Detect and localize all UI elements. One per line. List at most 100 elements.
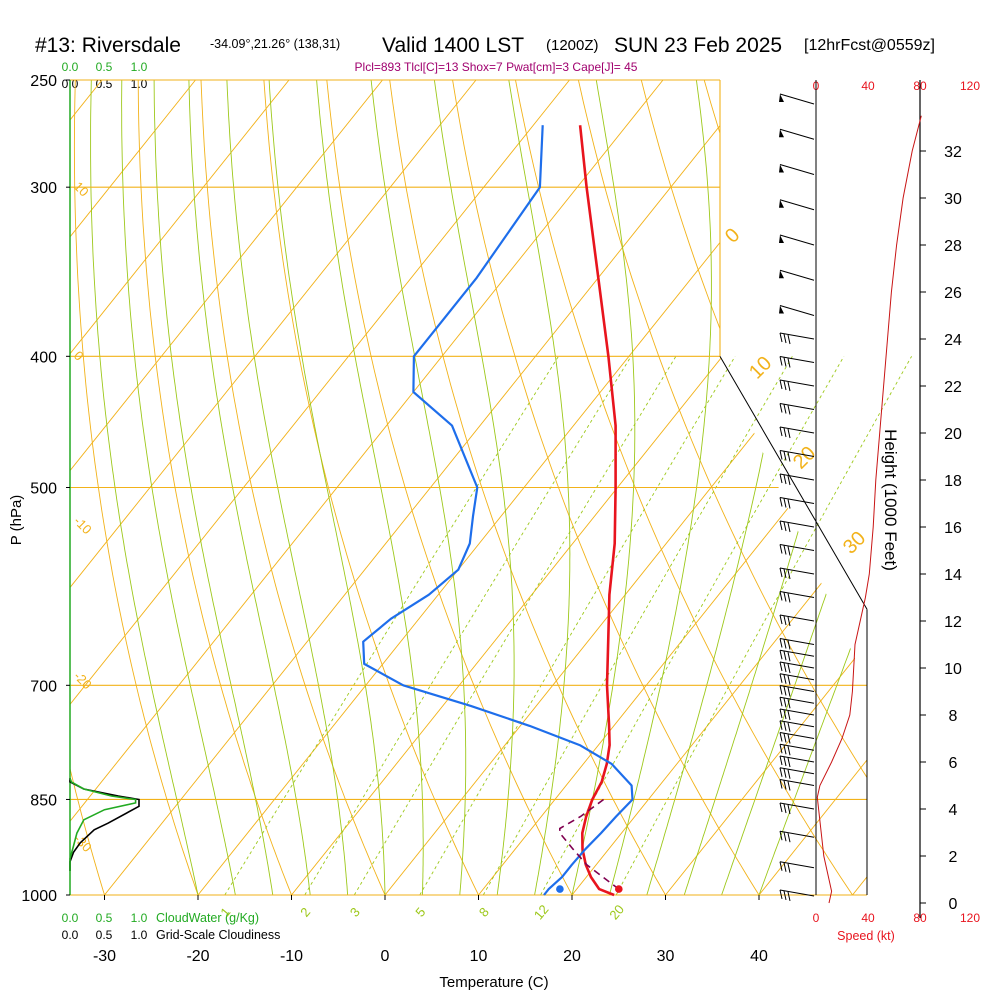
wind-barb-staff <box>779 755 815 763</box>
temperature-tick-label: -20 <box>186 948 209 965</box>
cloudiness-line <box>69 778 140 871</box>
moist-adiabat-line <box>188 80 311 895</box>
wind-barb-feather <box>783 451 787 461</box>
height-tick-label: 16 <box>944 520 962 537</box>
isotherm-line <box>70 80 383 895</box>
wind-barb-staff <box>779 332 815 340</box>
wind-barb-staff <box>779 802 815 810</box>
wind-barb-flag <box>779 235 784 243</box>
pressure-tick-label: 500 <box>30 481 57 498</box>
wind-barb-feather <box>779 591 783 601</box>
height-tick-label: 14 <box>944 567 962 584</box>
wind-barb-feather <box>787 804 791 815</box>
wind-barb-staff <box>779 767 815 775</box>
wind-barb <box>779 649 815 662</box>
wind-barb-staff <box>779 720 815 728</box>
wind-barb <box>779 332 815 345</box>
y-axis-label: P (hPa) <box>8 495 25 546</box>
wind-barb <box>779 696 815 709</box>
x-axis-label: Temperature (C) <box>439 974 548 991</box>
moist-adiabat-line <box>608 80 712 895</box>
wind-barb-feather <box>783 498 787 508</box>
wind-barb <box>779 743 815 756</box>
wind-barb-staff <box>779 567 815 575</box>
moist-adiabat-line <box>268 80 386 895</box>
mixing-ratio-label: 2 <box>297 905 313 920</box>
cloud-water-tick: 1.0 <box>131 60 148 74</box>
wind-barb-feather <box>783 733 787 743</box>
cloudiness-scale-top: 0.0 0.5 1.0 <box>62 77 148 91</box>
wind-barb-feather <box>779 732 783 742</box>
speed-scale-top: 0 40 80 120 <box>813 79 981 93</box>
wind-barb <box>779 473 815 486</box>
height-tick-label: 8 <box>949 708 958 725</box>
wind-barb-feather <box>783 427 787 438</box>
wind-barb-feather <box>783 545 787 555</box>
wind-barb-feather <box>783 651 787 661</box>
wind-barb <box>779 269 815 281</box>
isotherm-label: 0 <box>721 224 744 247</box>
wind-barb-feather <box>779 403 783 413</box>
wind-barb-feather <box>783 745 787 755</box>
wind-speed-line <box>816 115 922 904</box>
location-coords: -34.09°,21.26° (138,31) <box>210 37 340 51</box>
wind-barb <box>779 779 815 791</box>
wind-barb-feather <box>779 861 783 871</box>
wind-barb <box>779 128 815 140</box>
wind-barb <box>779 614 815 627</box>
wind-barb-staff <box>779 544 815 551</box>
wind-barb-staff <box>779 661 815 669</box>
dry-adiabat-line <box>263 80 479 895</box>
cloud-water-tick: 0.5 <box>96 911 113 925</box>
wind-barb-feather <box>779 889 783 900</box>
wind-barb-feather <box>787 640 791 650</box>
dry-adiabat-line <box>326 80 573 895</box>
dry-adiabat-line <box>73 80 199 895</box>
isotherm-label: 10 <box>71 179 92 200</box>
wind-barb <box>779 661 815 674</box>
cloudiness-tick: 1.0 <box>131 928 148 942</box>
wind-barb-feather <box>783 404 787 414</box>
wind-barb-staff <box>779 889 815 897</box>
wind-barb-feather <box>787 593 791 603</box>
moist-adiabat-line <box>316 80 424 895</box>
wind-barb-feather <box>787 616 791 627</box>
wind-barb-flag <box>779 199 784 208</box>
wind-barb-flag <box>779 129 784 138</box>
frame-diagonal <box>719 356 868 610</box>
height-tick-label: 22 <box>944 379 962 396</box>
cloud-water-line <box>69 778 137 871</box>
wind-barb-feather <box>779 661 783 672</box>
cloudiness-tick: 1.0 <box>131 77 148 91</box>
wind-barb-flag <box>779 305 784 314</box>
temperature-tick-label: 30 <box>657 948 675 965</box>
temperature-line <box>578 125 617 897</box>
speed-tick: 120 <box>960 79 980 93</box>
cloud-water-tick: 0.5 <box>96 60 113 74</box>
mixing-ratio-label: 20 <box>606 902 627 923</box>
wind-barb <box>779 591 815 603</box>
temperature-tick-label: -10 <box>280 948 303 965</box>
wind-barb-feather <box>787 499 791 509</box>
wind-barb-feather <box>783 615 787 626</box>
temperature-tick-label: 0 <box>381 948 390 965</box>
wind-barb-staff <box>779 614 815 622</box>
speed-tick: 120 <box>960 911 980 925</box>
wind-barb-feather <box>783 698 787 708</box>
isotherm-label: 30 <box>839 527 870 558</box>
wind-barb-staff <box>779 649 815 657</box>
wind-barb-feather <box>783 333 787 344</box>
moist-adiabat-line <box>153 80 274 895</box>
height-tick-label: 4 <box>949 802 958 819</box>
wind-barb-feather <box>787 381 791 392</box>
cloudiness-tick: 0.0 <box>62 928 79 942</box>
isobar-lines <box>70 186 867 801</box>
wind-barb-staff <box>779 743 815 751</box>
wind-barb-staff <box>779 708 815 716</box>
wind-barb-feather <box>783 803 787 814</box>
wind-barb-staff <box>779 638 815 645</box>
wind-barb <box>779 708 815 721</box>
wind-barb-feather <box>783 780 787 790</box>
chart-title: #13: Riversdale <box>35 34 181 57</box>
